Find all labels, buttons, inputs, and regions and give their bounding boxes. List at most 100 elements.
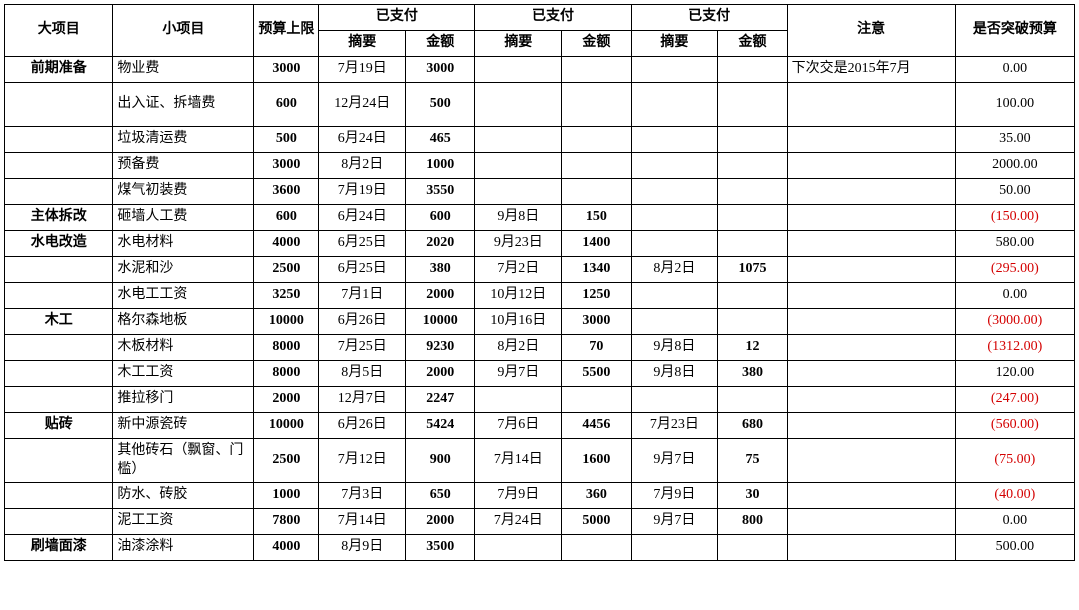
cell-note — [787, 361, 955, 387]
table-row: 预备费30008月2日10002000.00 — [5, 153, 1075, 179]
table-row: 水泥和沙25006月25日3807月2日13408月2日1075(295.00) — [5, 257, 1075, 283]
cell-a2 — [562, 387, 631, 413]
cell-s1: 8月9日 — [319, 535, 406, 561]
cell-a2: 1340 — [562, 257, 631, 283]
header-minor: 小项目 — [113, 5, 254, 57]
cell-a3 — [718, 309, 787, 335]
cell-a1: 5424 — [406, 413, 475, 439]
cell-budget: 2000 — [254, 387, 319, 413]
cell-s3: 7月9日 — [631, 483, 718, 509]
cell-s1: 7月19日 — [319, 57, 406, 83]
cell-minor: 木板材料 — [113, 335, 254, 361]
header-paid-3: 已支付 — [631, 5, 787, 31]
cell-s1: 7月12日 — [319, 439, 406, 483]
cell-s1: 6月26日 — [319, 413, 406, 439]
table-row: 水电工工资32507月1日200010月12日12500.00 — [5, 283, 1075, 309]
cell-a2: 5000 — [562, 509, 631, 535]
cell-s2: 7月6日 — [475, 413, 562, 439]
table-row: 木板材料80007月25日92308月2日709月8日12(1312.00) — [5, 335, 1075, 361]
header-amount-1: 金额 — [406, 31, 475, 57]
cell-s1: 8月2日 — [319, 153, 406, 179]
cell-s2 — [475, 83, 562, 127]
cell-note — [787, 509, 955, 535]
cell-a1: 465 — [406, 127, 475, 153]
cell-major: 主体拆改 — [5, 205, 113, 231]
cell-minor: 物业费 — [113, 57, 254, 83]
table-row: 主体拆改砸墙人工费6006月24日6009月8日150(150.00) — [5, 205, 1075, 231]
cell-major — [5, 153, 113, 179]
cell-a3: 680 — [718, 413, 787, 439]
cell-a3: 12 — [718, 335, 787, 361]
cell-note — [787, 153, 955, 179]
cell-major: 水电改造 — [5, 231, 113, 257]
cell-over: 0.00 — [955, 509, 1074, 535]
cell-s1: 7月19日 — [319, 179, 406, 205]
cell-major — [5, 127, 113, 153]
cell-a2 — [562, 127, 631, 153]
cell-s2 — [475, 57, 562, 83]
header-major: 大项目 — [5, 5, 113, 57]
cell-s1: 7月3日 — [319, 483, 406, 509]
cell-minor: 泥工工资 — [113, 509, 254, 535]
cell-minor: 出入证、拆墙费 — [113, 83, 254, 127]
table-row: 水电改造水电材料40006月25日20209月23日1400580.00 — [5, 231, 1075, 257]
cell-a3: 75 — [718, 439, 787, 483]
cell-over: 100.00 — [955, 83, 1074, 127]
cell-minor: 水电材料 — [113, 231, 254, 257]
cell-s3 — [631, 309, 718, 335]
cell-s3: 9月8日 — [631, 335, 718, 361]
cell-s3: 9月7日 — [631, 509, 718, 535]
cell-a3 — [718, 231, 787, 257]
cell-major — [5, 439, 113, 483]
cell-s2: 7月9日 — [475, 483, 562, 509]
cell-s1: 6月26日 — [319, 309, 406, 335]
cell-budget: 3000 — [254, 153, 319, 179]
cell-a3 — [718, 127, 787, 153]
table-row: 木工格尔森地板100006月26日1000010月16日3000(3000.00… — [5, 309, 1075, 335]
cell-s3 — [631, 205, 718, 231]
header-paid-2: 已支付 — [475, 5, 631, 31]
cell-s3 — [631, 387, 718, 413]
cell-a1: 380 — [406, 257, 475, 283]
cell-a1: 10000 — [406, 309, 475, 335]
cell-s3 — [631, 57, 718, 83]
cell-s3 — [631, 283, 718, 309]
cell-note — [787, 335, 955, 361]
cell-budget: 8000 — [254, 361, 319, 387]
cell-budget: 3000 — [254, 57, 319, 83]
cell-note: 下次交是2015年7月 — [787, 57, 955, 83]
cell-major: 贴砖 — [5, 413, 113, 439]
cell-a3 — [718, 283, 787, 309]
cell-budget: 3600 — [254, 179, 319, 205]
cell-a3 — [718, 535, 787, 561]
cell-over: (150.00) — [955, 205, 1074, 231]
cell-a2: 360 — [562, 483, 631, 509]
cell-s3 — [631, 83, 718, 127]
table-row: 刷墙面漆油漆涂料40008月9日3500500.00 — [5, 535, 1075, 561]
cell-a3 — [718, 179, 787, 205]
cell-s1: 8月5日 — [319, 361, 406, 387]
cell-a1: 900 — [406, 439, 475, 483]
cell-over: (40.00) — [955, 483, 1074, 509]
cell-minor: 水电工工资 — [113, 283, 254, 309]
cell-s2: 7月2日 — [475, 257, 562, 283]
cell-minor: 其他砖石（飘窗、门槛） — [113, 439, 254, 483]
cell-s2 — [475, 127, 562, 153]
cell-minor: 预备费 — [113, 153, 254, 179]
table-body: 前期准备物业费30007月19日3000下次交是2015年7月0.00出入证、拆… — [5, 57, 1075, 561]
cell-minor: 推拉移门 — [113, 387, 254, 413]
cell-s2 — [475, 535, 562, 561]
cell-major — [5, 335, 113, 361]
cell-s1: 7月14日 — [319, 509, 406, 535]
cell-a2 — [562, 83, 631, 127]
cell-note — [787, 283, 955, 309]
cell-a1: 3000 — [406, 57, 475, 83]
cell-s1: 7月25日 — [319, 335, 406, 361]
cell-a3: 1075 — [718, 257, 787, 283]
cell-s2 — [475, 179, 562, 205]
cell-over: (560.00) — [955, 413, 1074, 439]
cell-a3: 380 — [718, 361, 787, 387]
cell-over: (75.00) — [955, 439, 1074, 483]
cell-s2: 8月2日 — [475, 335, 562, 361]
cell-major — [5, 509, 113, 535]
